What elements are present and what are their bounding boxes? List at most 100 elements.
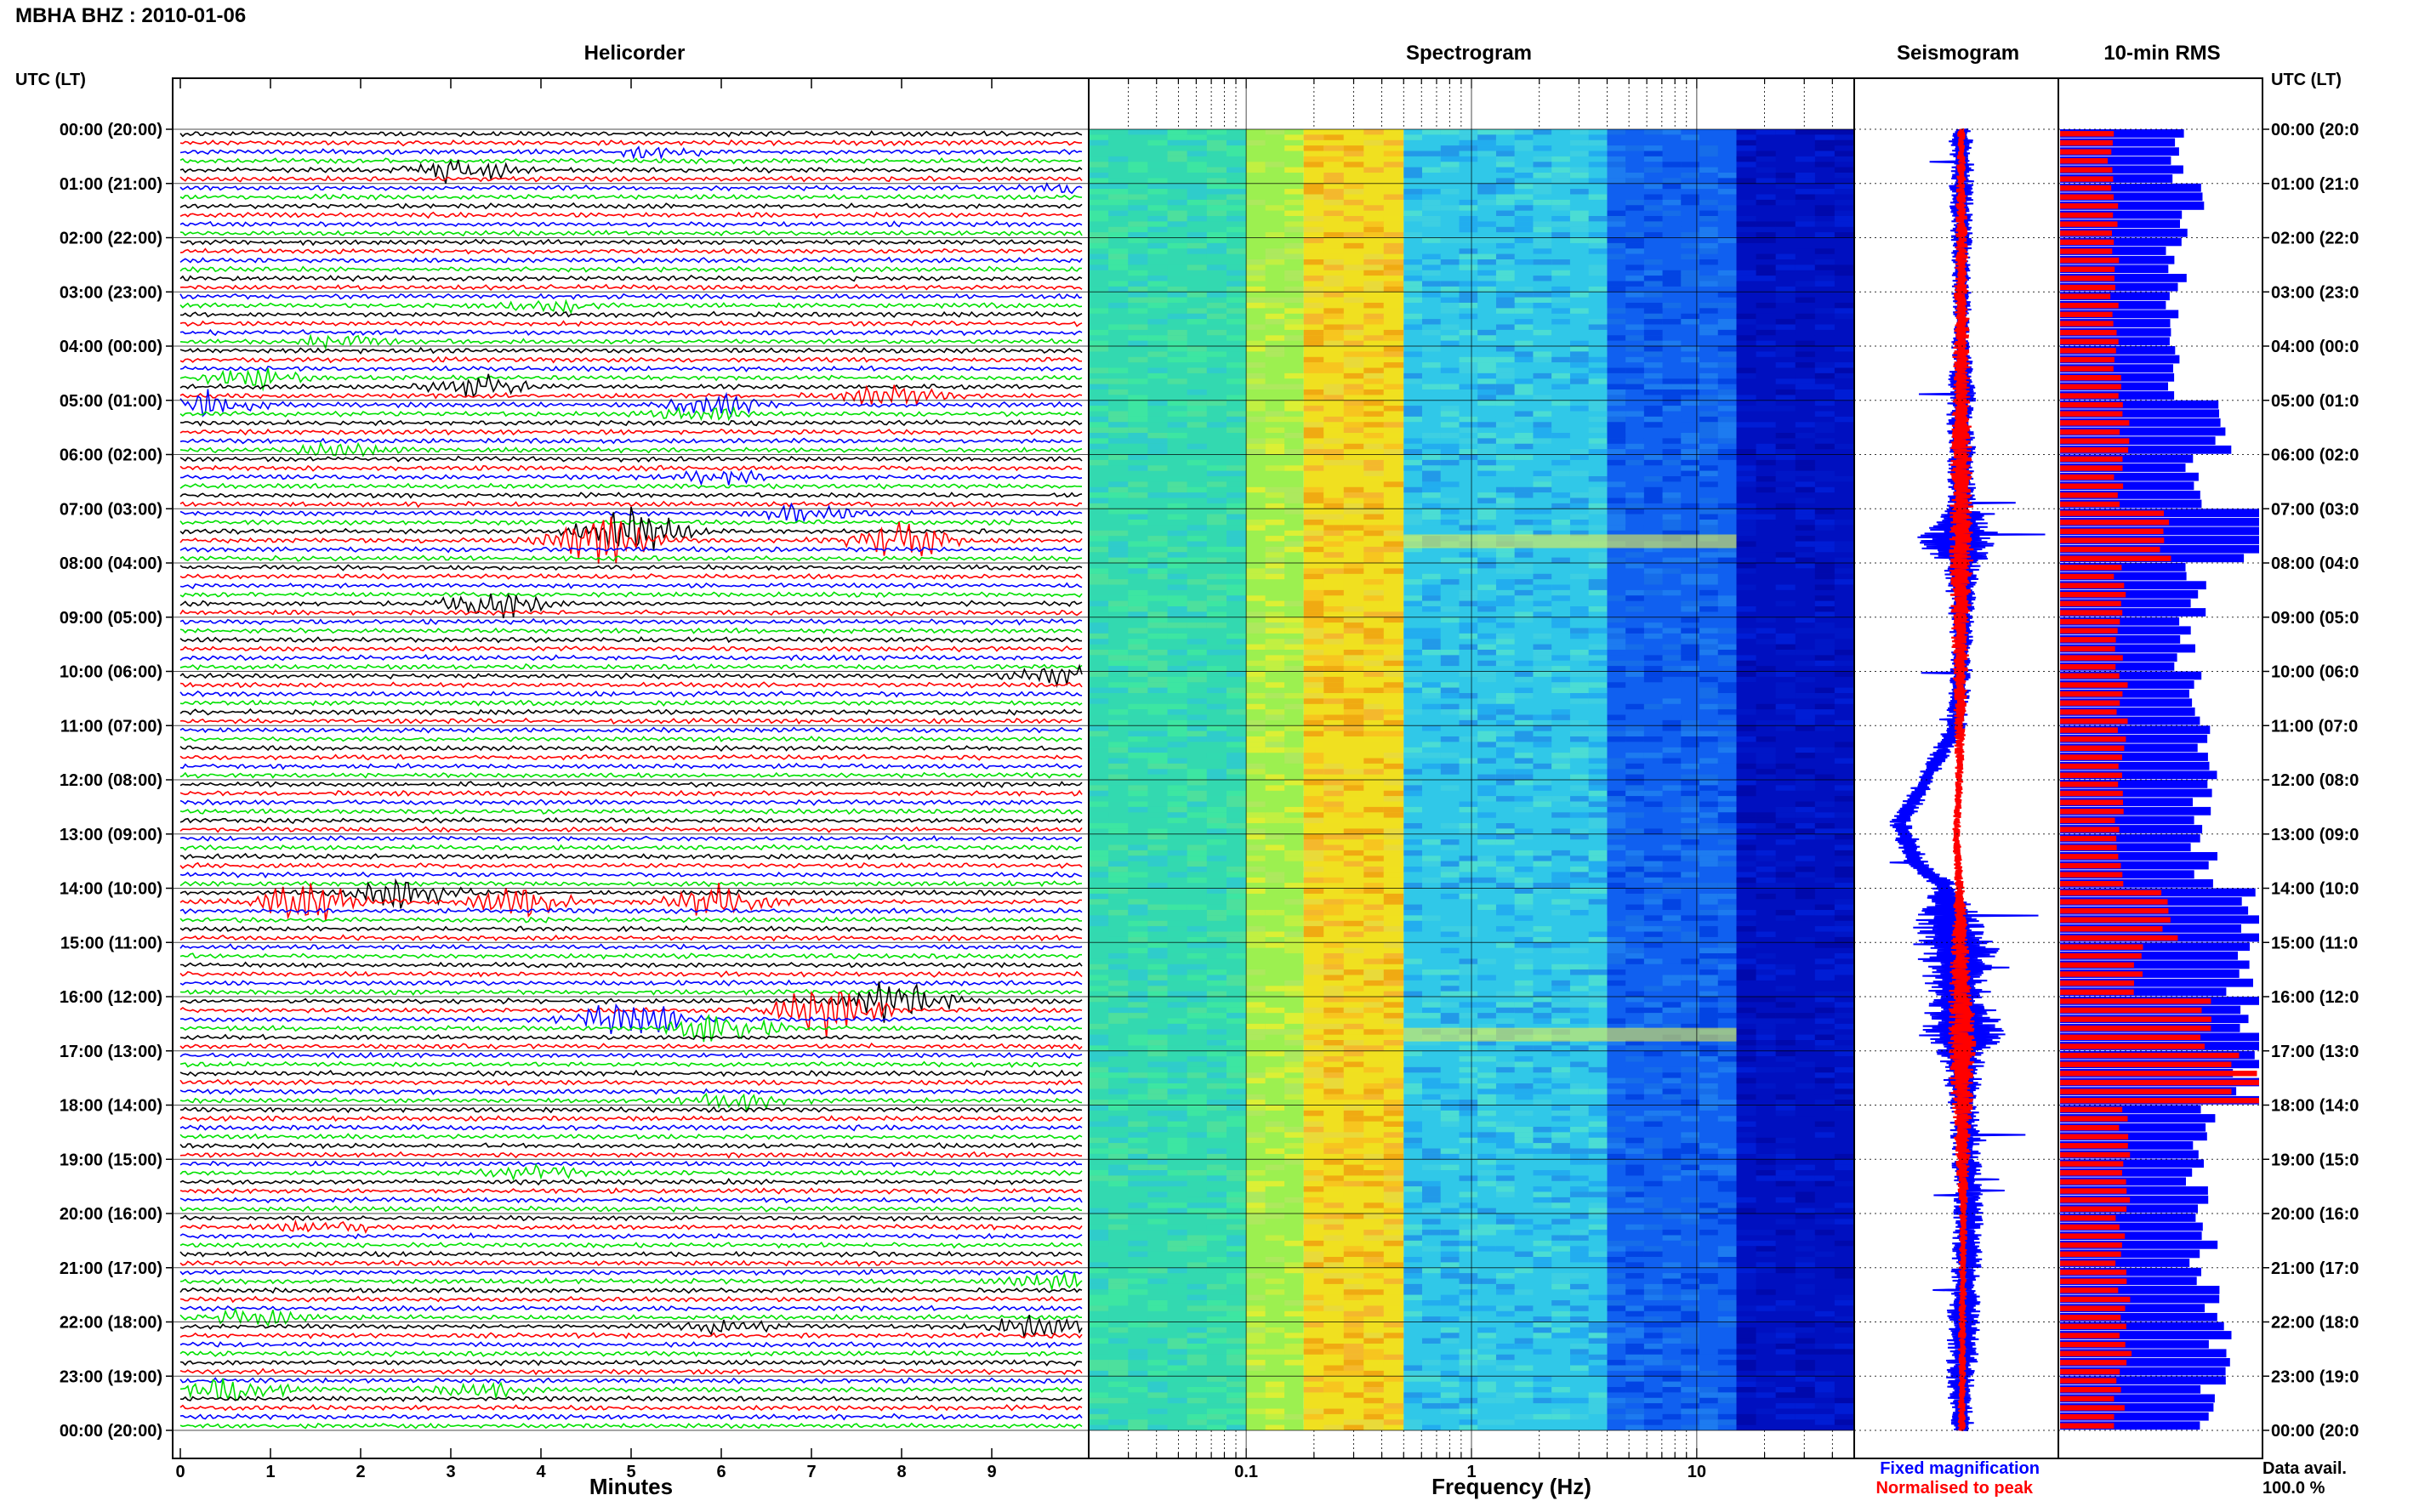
spectrogram-cell	[1246, 1310, 1266, 1317]
spectrogram-cell	[1422, 714, 1441, 720]
spectrogram-cell	[1570, 633, 1589, 639]
spectrogram-cell	[1662, 1148, 1682, 1154]
spectrogram-cell	[1459, 644, 1478, 650]
spectrogram-cell	[1108, 1143, 1129, 1149]
spectrogram-cell	[1227, 1354, 1247, 1361]
spectrogram-cell	[1323, 855, 1344, 861]
spectrogram-cell	[1323, 606, 1344, 612]
spectrogram-cell	[1662, 406, 1682, 412]
spectrogram-cell	[1187, 1050, 1207, 1057]
spectrogram-cell	[1681, 449, 1699, 455]
spectrogram-cell	[1227, 1251, 1247, 1257]
spectrogram-cell	[1303, 1034, 1324, 1040]
spectrogram-cell	[1533, 719, 1552, 726]
spectrogram-cell	[1588, 476, 1608, 482]
spectrogram-cell	[1089, 329, 1109, 336]
spectrogram-cell	[1717, 899, 1737, 905]
spectrogram-cell	[1147, 259, 1168, 265]
spectrogram-cell	[1681, 573, 1699, 580]
spectrogram-cell	[1206, 1408, 1227, 1414]
spectrogram-cell	[1514, 1132, 1534, 1138]
spectrogram-cell	[1736, 422, 1756, 428]
spectrogram-cell	[1607, 1208, 1626, 1214]
spectrogram-cell	[1284, 617, 1304, 623]
spectrogram-cell	[1383, 433, 1404, 439]
spectrogram-cell	[1343, 384, 1364, 389]
spectrogram-cell	[1643, 568, 1663, 574]
spectrogram-cell	[1227, 1305, 1247, 1311]
spectrogram-cell	[1570, 1251, 1589, 1257]
spectrogram-cell	[1363, 1310, 1384, 1317]
spectrogram-cell	[1588, 1354, 1608, 1361]
spectrogram-cell	[1128, 216, 1148, 222]
spectrogram-cell	[1147, 747, 1168, 753]
spectrogram-cell	[1227, 633, 1247, 639]
spectrogram-cell	[1570, 611, 1589, 617]
spectrogram-cell	[1607, 210, 1626, 216]
spectrogram-cell	[1187, 806, 1207, 813]
spectrogram-cell	[1588, 801, 1608, 807]
spectrogram-cell	[1477, 698, 1496, 704]
spectrogram-cell	[1403, 449, 1422, 455]
spectrogram-cell	[1167, 872, 1187, 878]
spectrogram-cell	[1128, 589, 1148, 596]
spectrogram-cell	[1246, 888, 1266, 894]
spectrogram-cell	[1089, 1300, 1109, 1306]
spectrogram-cell	[1717, 839, 1737, 845]
spectrogram-cell	[1496, 953, 1515, 959]
spectrogram-cell	[1422, 774, 1441, 780]
spectrogram-cell	[1187, 687, 1207, 693]
spectrogram-cell	[1588, 1316, 1608, 1322]
spectrogram-cell	[1570, 406, 1589, 412]
spectrogram-cell	[1246, 660, 1266, 667]
spectrogram-cell	[1323, 156, 1344, 162]
spectrogram-cell	[1108, 264, 1129, 270]
spectrogram-cell	[1363, 709, 1384, 715]
spectrogram-cell	[1588, 753, 1608, 759]
spectrogram-cell	[1227, 520, 1247, 526]
spectrogram-cell	[1477, 129, 1496, 135]
spectrogram-cell	[1343, 850, 1364, 856]
spectrogram-cell	[1089, 264, 1109, 270]
helicorder-trace-61	[179, 681, 1083, 689]
spectrogram-cell	[1265, 1322, 1285, 1327]
spectrogram-cell	[1551, 1018, 1570, 1024]
spectrogram-cell	[1625, 926, 1644, 932]
spectrogram-cell	[1422, 1376, 1441, 1382]
spectrogram-cell	[1323, 276, 1344, 281]
spectrogram-cell	[1303, 676, 1324, 683]
spectrogram-cell	[1551, 270, 1570, 276]
spectrogram-cell	[1227, 546, 1247, 553]
spectrogram-cell	[1643, 867, 1663, 873]
spectrogram-cell	[1343, 1316, 1364, 1322]
spectrogram-cell	[1459, 1153, 1478, 1160]
spectrogram-cell	[1089, 893, 1109, 900]
spectrogram-cell	[1570, 833, 1589, 840]
spectrogram-cell	[1265, 1089, 1285, 1094]
spectrogram-cell	[1089, 324, 1109, 330]
spectrogram-cell	[1440, 666, 1460, 672]
spectrogram-cell	[1533, 926, 1552, 932]
spectrogram-cell	[1625, 1267, 1644, 1274]
spectrogram-cell	[1227, 1310, 1247, 1317]
spectrogram-cell	[1514, 1344, 1534, 1350]
spectrogram-cell	[1187, 861, 1207, 867]
spectrogram-cell	[1089, 486, 1109, 493]
spectrogram-cell	[1383, 389, 1404, 395]
spectrogram-cell	[1383, 1403, 1404, 1409]
spectrogram-cell	[1167, 1370, 1187, 1377]
spectrogram-cell	[1187, 557, 1207, 563]
spectrogram-cell	[1736, 313, 1756, 320]
spectrogram-cell	[1422, 346, 1441, 352]
spectrogram-cell	[1265, 1278, 1285, 1284]
spectrogram-cell	[1206, 595, 1227, 601]
spectrogram-cell	[1681, 655, 1699, 661]
spectrogram-cell	[1662, 676, 1682, 683]
spectrogram-cell	[1459, 589, 1478, 596]
spectrogram-cell	[1643, 372, 1663, 379]
spectrogram-cell	[1551, 709, 1570, 715]
spectrogram-cell	[1128, 1267, 1148, 1274]
spectrogram-cell	[1187, 671, 1207, 677]
spectrogram-cell	[1643, 980, 1663, 986]
spectrogram-cell	[1717, 742, 1737, 747]
